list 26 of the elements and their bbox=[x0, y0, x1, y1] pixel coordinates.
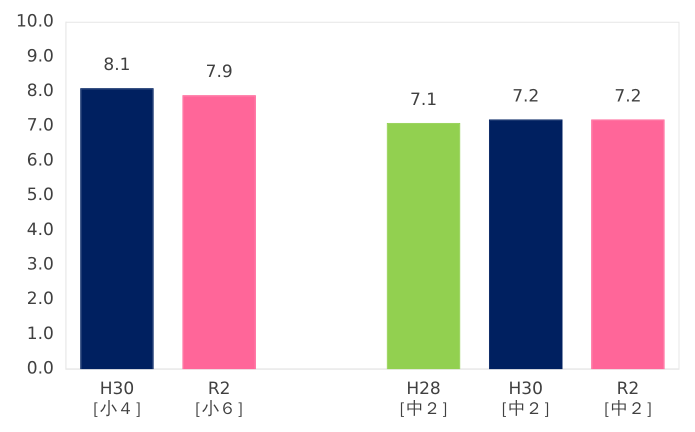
y-tick-label: 1.0 bbox=[26, 324, 54, 344]
x-tick-label: H30 ［小４］ bbox=[82, 378, 151, 420]
y-tick-label: 2.0 bbox=[26, 289, 54, 310]
bar bbox=[182, 95, 256, 370]
y-tick-label: 9.0 bbox=[26, 46, 54, 66]
bar bbox=[386, 122, 460, 370]
data-label: 7.1 bbox=[410, 90, 438, 110]
data-label: 7.2 bbox=[614, 86, 642, 106]
y-tick-label: 6.0 bbox=[26, 150, 54, 170]
y-tick-label: 7.0 bbox=[26, 116, 54, 136]
bar bbox=[488, 119, 562, 370]
bar bbox=[591, 119, 665, 370]
data-label: 7.9 bbox=[206, 62, 233, 82]
y-tick-label: 3.0 bbox=[26, 254, 54, 275]
y-tick-label: 5.0 bbox=[26, 185, 54, 206]
y-tick-label: 8.0 bbox=[26, 81, 54, 102]
bar bbox=[80, 88, 154, 370]
x-tick-label: R2 ［小６］ bbox=[185, 378, 254, 420]
data-label: 7.2 bbox=[512, 86, 540, 106]
y-tick-label: 0.0 bbox=[26, 358, 54, 379]
x-tick-label: R2 ［中２］ bbox=[594, 378, 662, 420]
data-label: 8.1 bbox=[103, 55, 130, 76]
x-tick-label: H30 ［中２］ bbox=[492, 378, 560, 420]
y-tick-label: 10.0 bbox=[16, 12, 54, 32]
x-tick-label: H28 ［中２］ bbox=[390, 378, 458, 420]
y-tick-label: 4.0 bbox=[26, 220, 54, 240]
